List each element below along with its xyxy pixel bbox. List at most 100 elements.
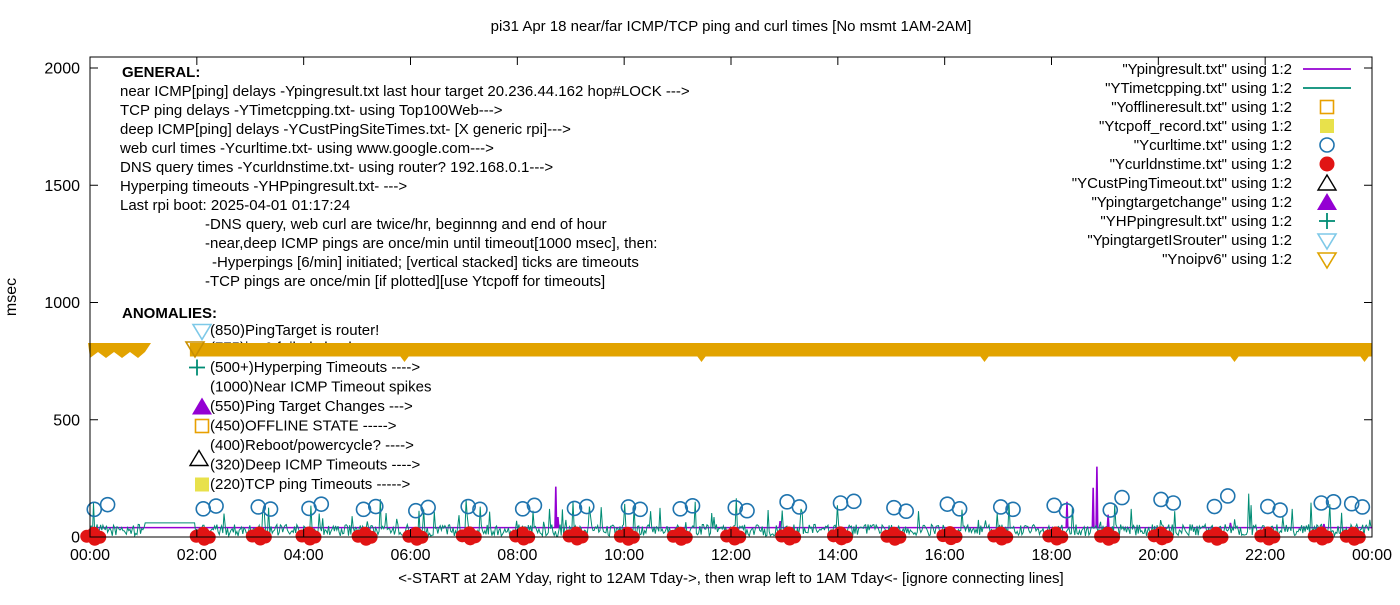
circle-filled-icon <box>1319 156 1335 172</box>
web-curl-point <box>367 498 384 515</box>
dns-query-point <box>888 532 902 546</box>
x-tick-label: 00:00 <box>1352 547 1392 564</box>
web-curl-point <box>355 501 372 518</box>
web-curl-point <box>566 500 583 517</box>
noipv6-band-tip <box>697 356 706 362</box>
anomaly-label: (500+)Hyperping Timeouts ----> <box>210 359 420 376</box>
anomaly-label: (400)Reboot/powercycle? ----> <box>210 437 414 454</box>
web-curl-point <box>620 499 637 515</box>
legend-label: "Yofflineresult.txt" using 1:2 <box>1111 99 1292 116</box>
general-note-line: Hyperping timeouts -YHPpingresult.txt- -… <box>120 178 407 195</box>
dns-query-point <box>1315 532 1329 546</box>
web-curl-point <box>951 501 968 517</box>
y-tick-label: 1500 <box>44 178 80 195</box>
web-curl-point <box>1325 494 1342 510</box>
square-open-icon <box>1319 99 1335 115</box>
dns-query-point <box>1347 532 1361 546</box>
square-open-icon <box>194 418 210 434</box>
x-tick-label: 18:00 <box>1031 547 1071 564</box>
dns-query-point <box>944 532 958 546</box>
dns-query-point <box>995 532 1009 546</box>
web-curl-point <box>727 499 744 516</box>
general-note-line: near ICMP[ping] delays -Ypingresult.txt … <box>120 83 690 100</box>
y-tick-label: 1000 <box>44 295 80 312</box>
dns-query-point <box>410 532 424 546</box>
anomaly-label: (450)OFFLINE STATE -----> <box>210 418 397 435</box>
dns-query-point <box>359 532 373 546</box>
dns-query-point <box>197 532 211 546</box>
dns-query-point <box>1262 532 1276 546</box>
web-curl-point <box>208 498 224 514</box>
x-tick-label: 12:00 <box>711 547 751 564</box>
web-curl-point <box>791 499 808 515</box>
web-curl-point <box>832 495 849 511</box>
web-curl-point <box>262 501 279 517</box>
square-filled-icon <box>195 477 209 492</box>
web-curl-point <box>526 497 543 514</box>
x-tick-label: 22:00 <box>1245 547 1285 564</box>
web-curl-point <box>992 499 1009 515</box>
anomaly-label: (850)PingTarget is router! <box>210 322 379 339</box>
anomalies-list: (850)PingTarget is router!(775)ipv6 fail… <box>210 322 431 493</box>
general-note-line: -near,deep ICMP pings are once/min until… <box>205 235 657 252</box>
web-curl-point <box>420 499 436 516</box>
y-tick-label: 0 <box>71 530 80 547</box>
web-curl-point <box>313 496 330 512</box>
square-filled-icon <box>1320 119 1334 133</box>
web-curl-point <box>1313 495 1330 511</box>
x-tick-label: 02:00 <box>177 547 217 564</box>
noipv6-band-main <box>189 343 1372 357</box>
web-curl-point <box>99 496 116 513</box>
x-tick-label: 00:00 <box>70 547 110 564</box>
web-curl-point <box>195 501 212 517</box>
dns-query-point <box>1155 532 1169 546</box>
legend: "Ypingresult.txt" using 1:2 "YTimetcpping… <box>1072 61 1351 270</box>
web-curl-point <box>739 502 755 519</box>
general-note-line: TCP ping delays -YTimetcpping.txt- using… <box>120 102 503 119</box>
noipv6-band-tip <box>400 356 409 362</box>
circle-open-icon <box>1319 137 1335 153</box>
near-icmp-series <box>90 466 1372 529</box>
web-curl-point <box>846 493 862 510</box>
dns-query-point <box>728 532 742 546</box>
anomaly-label: (320)Deep ICMP Timeouts ----> <box>210 457 420 474</box>
general-note-line: Last rpi boot: 2025-04-01 01:17:24 <box>120 197 350 214</box>
web-curl-point <box>1005 501 1021 518</box>
legend-label: "YpingtargetISrouter" using 1:2 <box>1087 232 1292 249</box>
x-tick-label: 20:00 <box>1138 547 1178 564</box>
dns-query-point <box>517 532 531 546</box>
x-tick-label: 08:00 <box>497 547 537 564</box>
x-tick-label: 16:00 <box>925 547 965 564</box>
legend-label: "Ytcpoff_record.txt" using 1:2 <box>1099 118 1292 135</box>
anomaly-label: (550)Ping Target Changes ---> <box>210 398 413 415</box>
web-curl-point <box>1272 502 1288 518</box>
web-curl-point <box>1102 502 1119 518</box>
triangle-open-icon <box>1316 173 1338 191</box>
general-notes: near ICMP[ping] delays -Ypingresult.txt … <box>119 83 690 290</box>
web-curl-point <box>898 503 915 520</box>
legend-label: "Ycurldnstime.txt" using 1:2 <box>1110 156 1292 173</box>
web-curl-point <box>1058 502 1075 519</box>
x-tick-label: 06:00 <box>390 547 430 564</box>
web-curl-point <box>86 501 103 518</box>
legend-label: "Ynoipv6" using 1:2 <box>1162 251 1292 268</box>
noipv6-band-left <box>88 343 151 358</box>
web-curl-point <box>1343 495 1360 512</box>
dns-query-point <box>88 532 102 546</box>
web-curl-point <box>514 501 531 517</box>
legend-label: "YHPpingresult.txt" using 1:2 <box>1100 213 1292 230</box>
general-note-line: web curl times -Ycurltime.txt- using www… <box>119 140 494 157</box>
dns-query-point <box>835 532 849 546</box>
general-header: GENERAL: <box>122 64 200 81</box>
triangle-open-icon <box>188 449 210 467</box>
general-note-line: -DNS query, web curl are twice/hr, begin… <box>205 216 607 233</box>
web-curl-point <box>1206 498 1223 515</box>
anomaly-label: (220)TCP ping Timeouts -----> <box>210 476 410 493</box>
web-curl-point <box>632 501 648 518</box>
general-note-line: deep ICMP[ping] delays -YCustPingSiteTim… <box>120 121 571 138</box>
dns-query-point <box>674 532 688 546</box>
noipv6-band <box>88 343 1372 362</box>
web-curl-point <box>672 501 689 517</box>
